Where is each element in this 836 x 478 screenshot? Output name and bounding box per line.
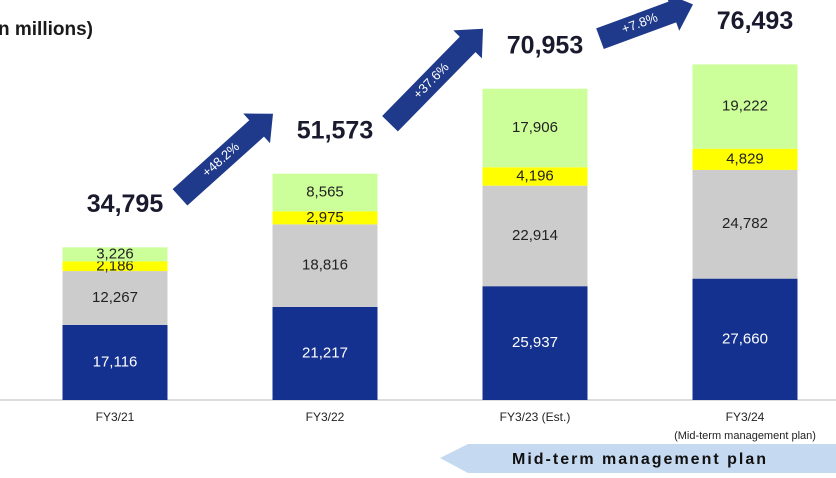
x-tick-label: FY3/21: [96, 410, 135, 424]
bar-segment: [692, 148, 798, 170]
x-tick-label: FY3/22: [306, 410, 345, 424]
value-label: 25,937: [512, 334, 558, 351]
bar-segment: [272, 173, 378, 212]
value-label: 27,660: [722, 330, 768, 347]
value-label: 2,186: [96, 257, 134, 274]
total-label: 34,795: [87, 190, 164, 218]
value-label: 17,116: [93, 353, 138, 370]
banner-text: Mid-term management plan: [512, 451, 768, 468]
value-label: 4,196: [516, 167, 554, 184]
bar-segment: [482, 88, 588, 168]
bar-segment: [692, 278, 798, 400]
x-tick-label: FY3/23 (Est.): [500, 410, 571, 424]
bar-segment: [62, 324, 168, 400]
value-label: 2,975: [306, 209, 344, 226]
bar-segment: [482, 167, 588, 186]
bar-segment: [62, 261, 168, 272]
chart-title: n millions): [0, 19, 93, 40]
growth-arrow: +48.2%: [172, 113, 273, 206]
value-label: 3,226: [96, 245, 134, 262]
arrow-shape: [382, 28, 484, 132]
total-label: 70,953: [507, 31, 583, 59]
total-label: 51,573: [297, 116, 373, 144]
banner-arrow: [440, 444, 836, 473]
bar-segment: [692, 169, 798, 279]
value-label: 22,914: [512, 227, 558, 244]
value-label: 21,217: [302, 344, 348, 361]
bar-segment: [272, 224, 378, 307]
bar-segment: [482, 185, 588, 287]
value-label: 4,829: [726, 150, 764, 167]
value-label: 24,782: [722, 215, 768, 232]
value-label: 17,906: [512, 119, 558, 136]
value-label: 18,816: [302, 257, 348, 274]
x-tick-label: FY3/24: [726, 410, 765, 424]
arrow-shape: [596, 0, 694, 50]
category-note: (Mid-term management plan): [674, 430, 816, 442]
growth-arrow: +37.6%: [382, 28, 484, 132]
total-label: 76,493: [717, 7, 793, 35]
bar-segment: [62, 271, 168, 325]
value-label: 8,565: [306, 183, 344, 200]
bar-segment: [272, 211, 378, 225]
arrow-shape: [172, 113, 273, 206]
growth-arrow: +7.8%: [596, 0, 694, 50]
bar-segment: [272, 306, 378, 400]
bar-segment: [62, 247, 168, 262]
bar-segment: [692, 64, 798, 149]
bar-segment: [482, 286, 588, 400]
value-label: 19,222: [722, 98, 768, 115]
value-label: 12,267: [92, 289, 138, 306]
